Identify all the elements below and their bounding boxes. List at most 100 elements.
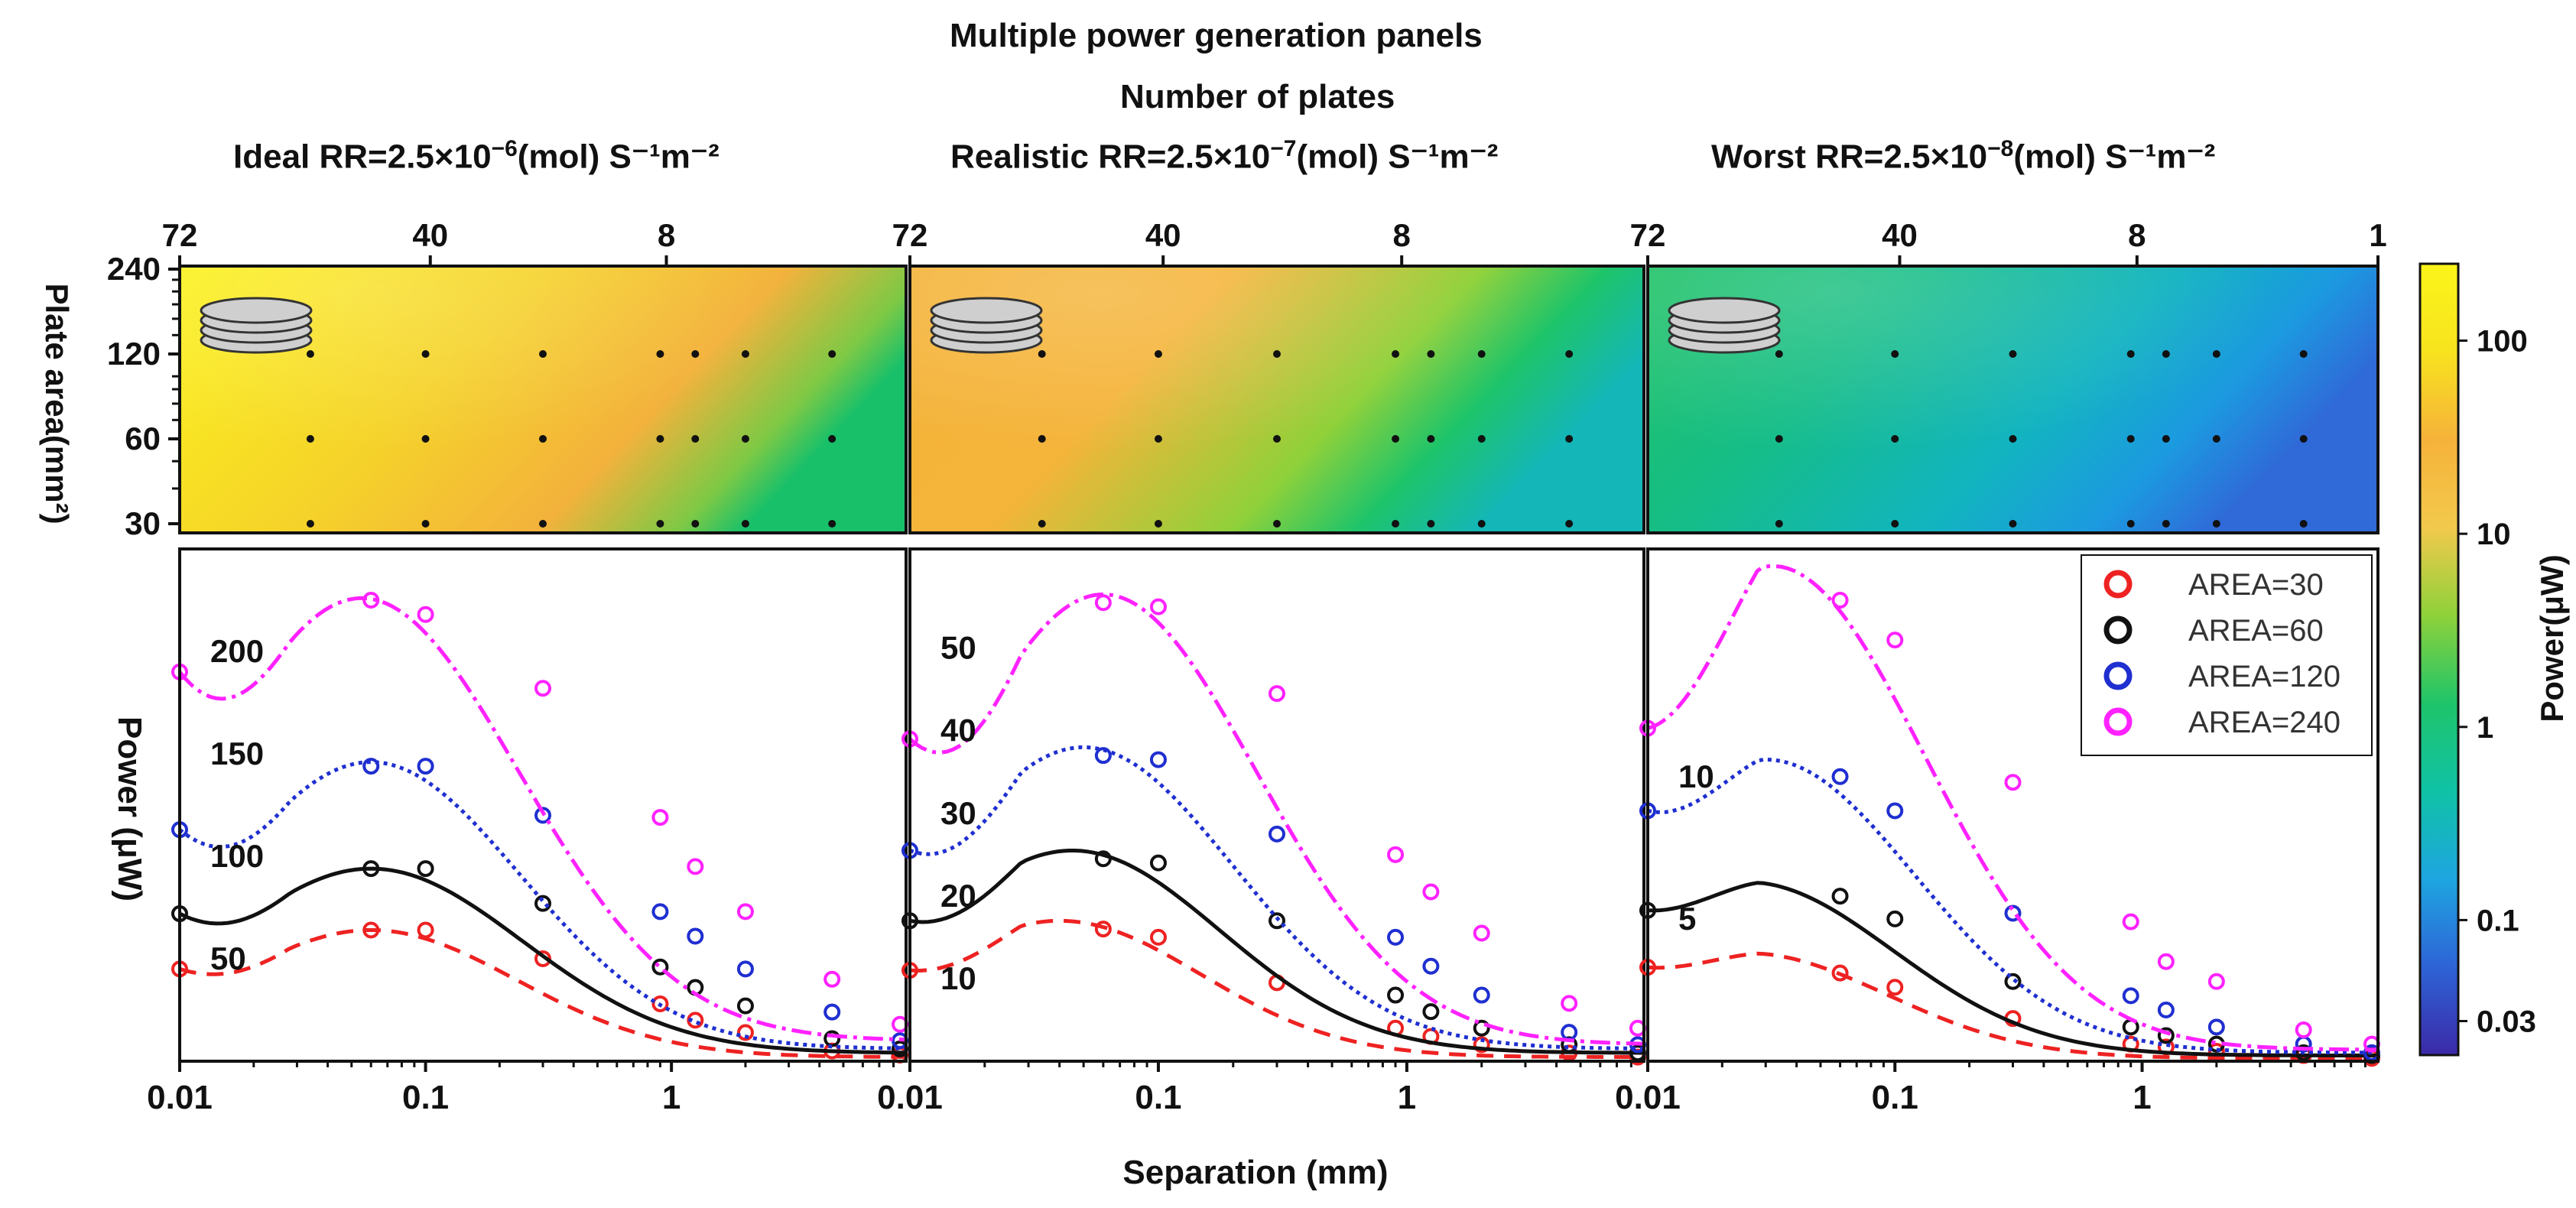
line-y-axis-label: Power (μW) [111, 716, 148, 901]
legend-label: AREA=120 [2188, 660, 2340, 693]
data-marker-area-240 [417, 606, 434, 623]
data-marker-area-60 [534, 895, 551, 912]
data-marker-area-240 [687, 858, 704, 875]
heatmap-sample-point [1565, 520, 1574, 528]
panel-title-worst-suffix: (mol) S⁻¹m⁻² [2013, 138, 2216, 176]
data-marker-area-240 [2122, 913, 2139, 930]
series-line-area-120 [178, 760, 907, 1051]
data-marker-area-240 [2157, 953, 2175, 970]
data-marker-area-30 [1886, 979, 1904, 996]
data-marker-area-240 [651, 809, 669, 826]
data-marker-area-120 [1422, 957, 1440, 975]
line-panels: 50 100 150 200 10 20 30 40 50 5 10 [171, 547, 2380, 1067]
heatmap-sample-point [1891, 520, 1899, 528]
heatmap-sample-point [1392, 520, 1400, 528]
heatmap-sample-point [2162, 520, 2170, 528]
panel-title-ideal-prefix: Ideal RR=2.5×10 [233, 138, 492, 176]
heatmap-sample-point [1154, 350, 1162, 358]
plate-stack-icon [200, 297, 313, 354]
heatmap-sample-point [741, 350, 749, 358]
data-marker-area-60 [1422, 1003, 1440, 1021]
heatmap-sample-point [1427, 435, 1435, 443]
series-line-area-60 [1647, 881, 2378, 1057]
panel-title-worst: Worst RR=2.5×10−8(mol) S⁻¹m⁻² [1711, 136, 2215, 177]
data-marker-area-120 [362, 758, 380, 775]
heatmap-panels [178, 265, 2379, 534]
heatmap-sample-point [1477, 435, 1486, 443]
line-y-tick-label: 150 [210, 736, 264, 771]
panel-title-realistic-exponent: −7 [1270, 136, 1297, 161]
series-line-area-60 [178, 866, 907, 1055]
heatmap-sample-point [741, 520, 749, 528]
data-marker-area-120 [1886, 802, 1904, 820]
data-marker-area-240 [2004, 774, 2022, 791]
heatmap-sample-point [2009, 350, 2017, 358]
panel-title-realistic: Realistic RR=2.5×10−7(mol) S⁻¹m⁻² [950, 136, 1498, 177]
x-tick-label: 1 [1398, 1079, 1416, 1116]
heatmap-y-tick-label: 120 [107, 336, 161, 372]
plate-disc [1668, 297, 1781, 324]
data-marker-area-30 [736, 1024, 754, 1041]
data-marker-area-60 [651, 958, 669, 976]
heatmap-sample-point [1273, 350, 1281, 358]
heatmap-sample-point [691, 350, 700, 358]
series-line-area-240 [1647, 564, 2379, 1052]
heatmap-sample-point [1565, 435, 1574, 443]
data-marker-area-120 [2122, 987, 2139, 1005]
top-tick-label: 1 [2369, 217, 2386, 253]
series-line-area-30 [909, 918, 1644, 1060]
heatmap-sample-point [656, 520, 664, 528]
data-marker-area-120 [1149, 751, 1167, 768]
heatmap-sample-point [691, 435, 700, 443]
top-tick-label: 8 [1393, 217, 1411, 253]
heatmap-frame [178, 265, 908, 534]
data-marker-area-240 [736, 903, 754, 921]
heatmap-sample-point [2299, 520, 2308, 528]
heatmap-sample-point [828, 350, 836, 358]
data-marker-area-60 [1149, 854, 1167, 872]
line-y-tick-label: 100 [210, 838, 264, 874]
heatmap-sample-point [539, 350, 547, 358]
legend-label: AREA=30 [2188, 568, 2324, 602]
data-marker-area-120 [1094, 747, 1112, 765]
data-marker-area-240 [1831, 592, 1849, 609]
data-marker-area-240 [1387, 846, 1405, 863]
data-marker-area-120 [2004, 904, 2022, 922]
top-tick-label: 40 [1882, 217, 1918, 253]
heatmap-y-tick-label: 240 [107, 251, 161, 287]
heatmap-sample-point [2212, 435, 2220, 443]
legend-marker [2103, 570, 2133, 599]
heatmap-sample-point [828, 435, 836, 443]
data-marker-area-30 [1831, 964, 1849, 982]
data-marker-area-30 [1149, 928, 1167, 946]
heatmap-sample-point [421, 350, 430, 358]
heatmap-sample-point [1891, 435, 1899, 443]
heatmap-sample-point [306, 520, 314, 528]
data-marker-area-240 [1886, 632, 1904, 649]
line-panel-3: 5 10 [1639, 547, 2380, 1067]
colorbar-tick-label: 1 [2477, 711, 2493, 745]
data-marker-area-60 [1886, 910, 1904, 927]
heatmap-sample-point [656, 435, 664, 443]
panel-title-ideal-suffix: (mol) S⁻¹m⁻² [517, 138, 720, 176]
series-line-area-30 [1647, 951, 2378, 1060]
data-marker-area-120 [1473, 986, 1490, 1004]
heatmap-sample-point [1392, 435, 1400, 443]
heatmap-sample-point [691, 520, 700, 528]
heatmap-sample-point [1477, 520, 1486, 528]
data-marker-area-240 [1269, 685, 1285, 703]
heatmap-sample-point [2126, 435, 2135, 443]
line-y-tick-label: 20 [940, 878, 976, 914]
data-marker-area-120 [687, 927, 704, 945]
x-tick-label: 0.01 [1615, 1079, 1681, 1116]
data-marker-area-120 [1831, 768, 1849, 785]
line-y-tick-label: 10 [940, 960, 976, 996]
series-line-area-60 [909, 849, 1645, 1055]
top-tick-label: 8 [658, 217, 675, 253]
heatmap-frame [908, 265, 1645, 534]
top-tick-label: 40 [412, 217, 448, 253]
heatmap-2 [908, 265, 1645, 534]
colorbar-strip [2418, 262, 2460, 1057]
heatmap-sample-point [1273, 520, 1281, 528]
